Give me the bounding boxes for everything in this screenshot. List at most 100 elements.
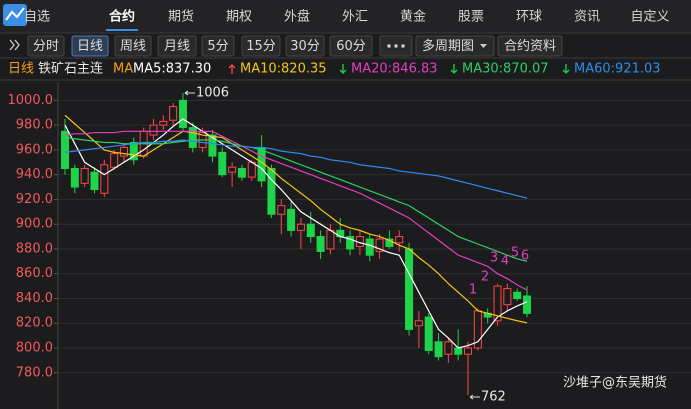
ma-line [64,118,528,349]
button[interactable] [241,35,281,57]
candle-body [503,288,512,306]
trend-arrow [562,64,570,74]
candle-body [395,236,404,244]
wave-label: 6 [521,249,529,264]
tab[interactable]: 合约 [109,9,135,25]
button-label: 15分 [246,39,276,54]
candle-body [375,238,384,252]
legend-entry: MA60:921.03 [574,62,661,77]
candle-body [493,285,502,322]
tab[interactable]: 外盘 [284,9,310,25]
candle-body [119,146,128,157]
tab[interactable]: 黄金 [400,9,426,25]
button-label: 月线 [164,39,190,54]
button-label: 分时 [33,39,59,54]
button-label: 合约资料 [504,39,556,54]
trend-arrow [228,64,236,74]
wave-label: 2 [481,270,489,285]
tab[interactable]: 外汇 [342,10,368,25]
button-label: 30分 [290,39,320,54]
button[interactable] [285,35,325,57]
high-label: 1006 [196,85,229,100]
y-tick-label: 880.0 [16,241,53,256]
wave-label: 1 [469,283,477,298]
candle-body [454,347,463,355]
y-tick-label: 840.0 [16,291,53,306]
tab[interactable]: 环球 [516,10,542,25]
candle-body [434,341,443,358]
candle-body [316,236,325,252]
candle-body [444,341,453,355]
candle-body [70,167,79,188]
legend-entry: MA10:820.35 [240,62,327,77]
tab[interactable]: 自选 [24,10,50,25]
wave-label: 4 [501,254,509,269]
y-tick-label: 980.0 [16,118,53,133]
watermark: 沙堆子@东吴期货 [563,375,667,391]
candle-body [405,248,414,330]
candle-body [178,99,187,129]
legend-entry: MA30:870.07 [462,62,549,77]
candle-body [80,167,89,184]
y-tick-label: 960.0 [16,142,53,157]
ma-line [64,139,528,199]
ma-line [64,136,528,262]
ma-line [64,130,528,291]
button[interactable] [71,35,109,57]
y-tick-label: 780.0 [16,365,53,380]
wave-label: 3 [490,251,498,266]
candle-body [306,223,315,238]
icon-line [5,7,25,21]
y-tick-label: 900.0 [16,217,53,232]
ma-label: MA [113,62,133,77]
tab[interactable]: 资讯 [574,10,600,25]
button-label: 5分 [207,39,228,54]
button[interactable] [415,35,495,57]
candle-body [159,120,168,126]
candle-body [385,238,394,247]
tab-underline [106,29,138,31]
candle-body [267,167,276,215]
button[interactable] [157,35,197,57]
candle-body [296,223,305,231]
button[interactable] [114,35,152,57]
app-icon[interactable] [3,4,27,26]
tab[interactable]: 股票 [458,10,484,25]
candle-body [110,153,119,168]
candle-body [414,320,423,327]
tab[interactable]: 期货 [168,9,194,25]
annotation-arrow [184,90,195,96]
candle-body [346,236,355,250]
more-dot [394,44,398,48]
trend-arrow [450,64,458,74]
trend-arrow [339,64,347,74]
button[interactable] [329,35,373,57]
plot: 1000.0 980.0 960.0 940.0 920.0 900.0 880.0 860.… [8,82,691,409]
more-dot [387,44,391,48]
expand-icon[interactable] [9,39,20,51]
y-tick-label: 940.0 [16,167,53,182]
tab[interactable]: 自定义 [630,10,669,25]
chevron [14,39,20,51]
candle-body [464,347,473,355]
candle-body [188,127,197,148]
ma-line [64,114,528,324]
candle-body [61,130,69,169]
candle-body [90,171,99,191]
button[interactable] [27,35,65,57]
candle-body [208,134,217,157]
annotation-arrow [469,394,481,400]
button-label: 周线 [120,39,146,54]
candle-body [424,316,433,351]
candle-body [523,295,532,314]
tab[interactable]: 期权 [226,9,252,25]
button-label: 多周期图 [422,38,474,54]
button[interactable] [497,35,563,57]
candle-body [513,291,522,299]
tab-bar [0,0,691,33]
y-tick-label: 1000.0 [8,93,54,108]
y-tick-label: 800.0 [16,341,53,356]
button[interactable] [201,35,235,57]
